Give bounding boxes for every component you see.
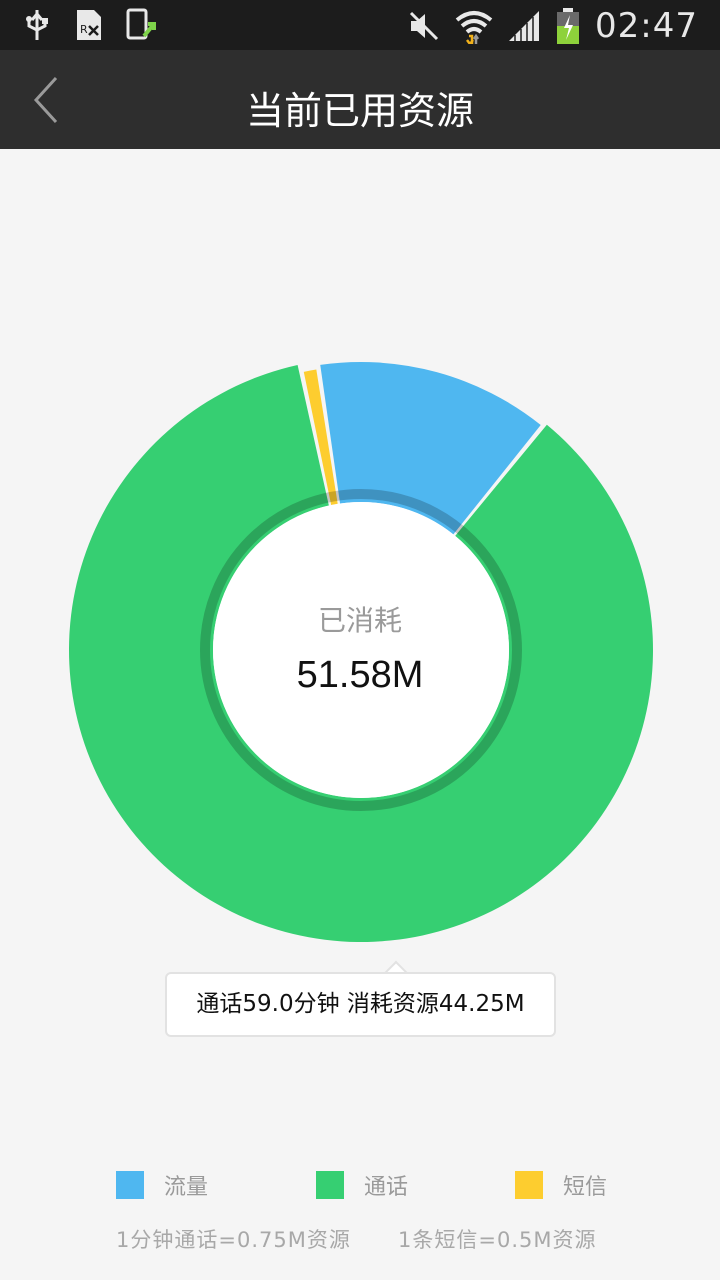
- consumed-value: 51.58M: [296, 654, 424, 696]
- sms-rate-note: 1条短信=0.5M资源: [398, 1228, 597, 1252]
- consumed-label: 已消耗: [317, 604, 402, 637]
- status-bar: R 02:47: [0, 0, 720, 50]
- chevron-left-icon: [33, 76, 58, 124]
- slice-流量[interactable]: [320, 362, 541, 535]
- mute-icon: [409, 11, 439, 41]
- legend: 流量 通话 短信: [0, 1169, 720, 1209]
- donut-chart: [68, 362, 653, 942]
- legend-item-sms[interactable]: 短信: [515, 1169, 607, 1201]
- legend-item-traffic[interactable]: 流量: [116, 1169, 208, 1201]
- legend-swatch-sms: [515, 1171, 543, 1199]
- clock: 02:47: [595, 6, 698, 46]
- legend-swatch-call: [316, 1171, 344, 1199]
- svg-text:R: R: [80, 23, 88, 36]
- sim-icon: R: [77, 10, 101, 40]
- slice-通话[interactable]: [68, 364, 653, 942]
- chart-area: 已消耗 51.58M 通话59.0分钟 消耗资源44.25M 流量 通话 短信 …: [0, 149, 720, 1280]
- title-bar: 当前已用资源: [0, 50, 720, 149]
- phone-update-icon: [126, 8, 156, 40]
- legend-label-call: 通话: [364, 1175, 409, 1200]
- legend-item-call[interactable]: 通话: [316, 1169, 408, 1201]
- legend-label-sms: 短信: [563, 1175, 608, 1200]
- legend-swatch-traffic: [116, 1171, 144, 1199]
- usb-icon: [26, 10, 48, 40]
- page-title: 当前已用资源: [245, 89, 474, 133]
- donut-hole: [213, 502, 509, 798]
- signal-icon: [509, 11, 540, 41]
- inner-ring: [200, 489, 522, 811]
- wifi-icon: [455, 11, 493, 44]
- back-button[interactable]: [22, 72, 72, 128]
- call-rate-note: 1分钟通话=0.75M资源: [116, 1228, 351, 1252]
- tooltip: 通话59.0分钟 消耗资源44.25M: [165, 972, 556, 1037]
- legend-label-traffic: 流量: [164, 1175, 209, 1200]
- battery-icon: [557, 8, 580, 44]
- footnote: 1分钟通话=0.75M资源 1条短信=0.5M资源: [0, 1224, 720, 1256]
- slice-短信[interactable]: [303, 369, 338, 506]
